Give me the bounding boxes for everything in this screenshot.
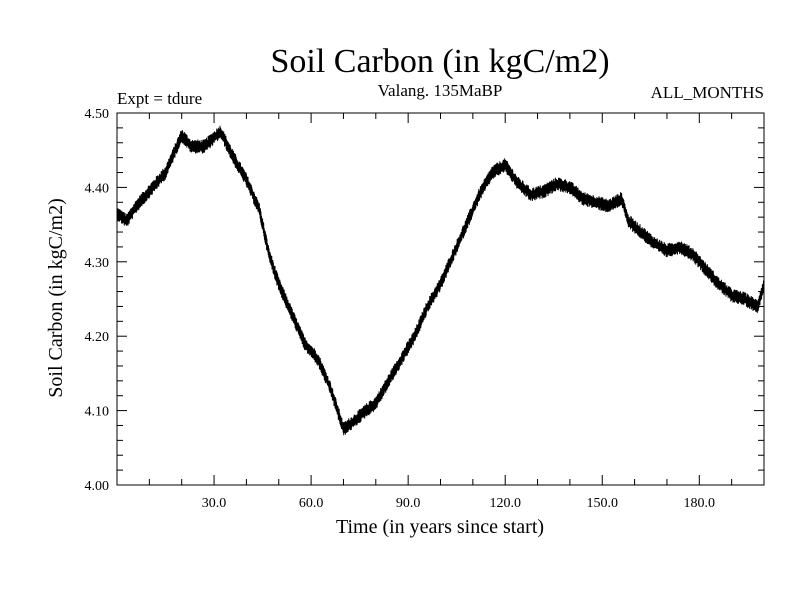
chart-title: Soil Carbon (in kgC/m2): [270, 43, 609, 80]
x-tick-label: 150.0: [587, 496, 619, 511]
plot-frame: [116, 112, 765, 486]
y-tick-label: 4.50: [85, 107, 110, 122]
experiment-label: Expt = tdure: [117, 89, 202, 108]
y-axis-ticks: 4.00 4.10 4.20 4.30 4.40 4.50: [85, 107, 764, 494]
x-axis-ticks: 30.0 60.0 90.0 120.0 150.0 180.0: [148, 113, 733, 511]
y-tick-label: 4.10: [85, 405, 110, 420]
y-tick-label: 4.40: [85, 181, 110, 196]
y-tick-label: 4.20: [85, 330, 110, 345]
x-axis-label: Time (in years since start): [336, 516, 544, 538]
series-line-soil-carbon: [116, 125, 765, 436]
x-tick-label: 60.0: [299, 496, 324, 511]
y-axis-label: Soil Carbon (in kgC/m2): [45, 198, 67, 397]
y-tick-label: 4.30: [85, 256, 110, 271]
y-tick-label: 4.00: [85, 479, 110, 494]
x-tick-label: 90.0: [396, 496, 421, 511]
x-tick-label: 30.0: [202, 496, 227, 511]
period-label: ALL_MONTHS: [651, 83, 764, 102]
x-tick-label: 120.0: [489, 496, 521, 511]
x-tick-label: 180.0: [684, 496, 716, 511]
chart-subtitle: Valang. 135MaBP: [378, 81, 503, 100]
